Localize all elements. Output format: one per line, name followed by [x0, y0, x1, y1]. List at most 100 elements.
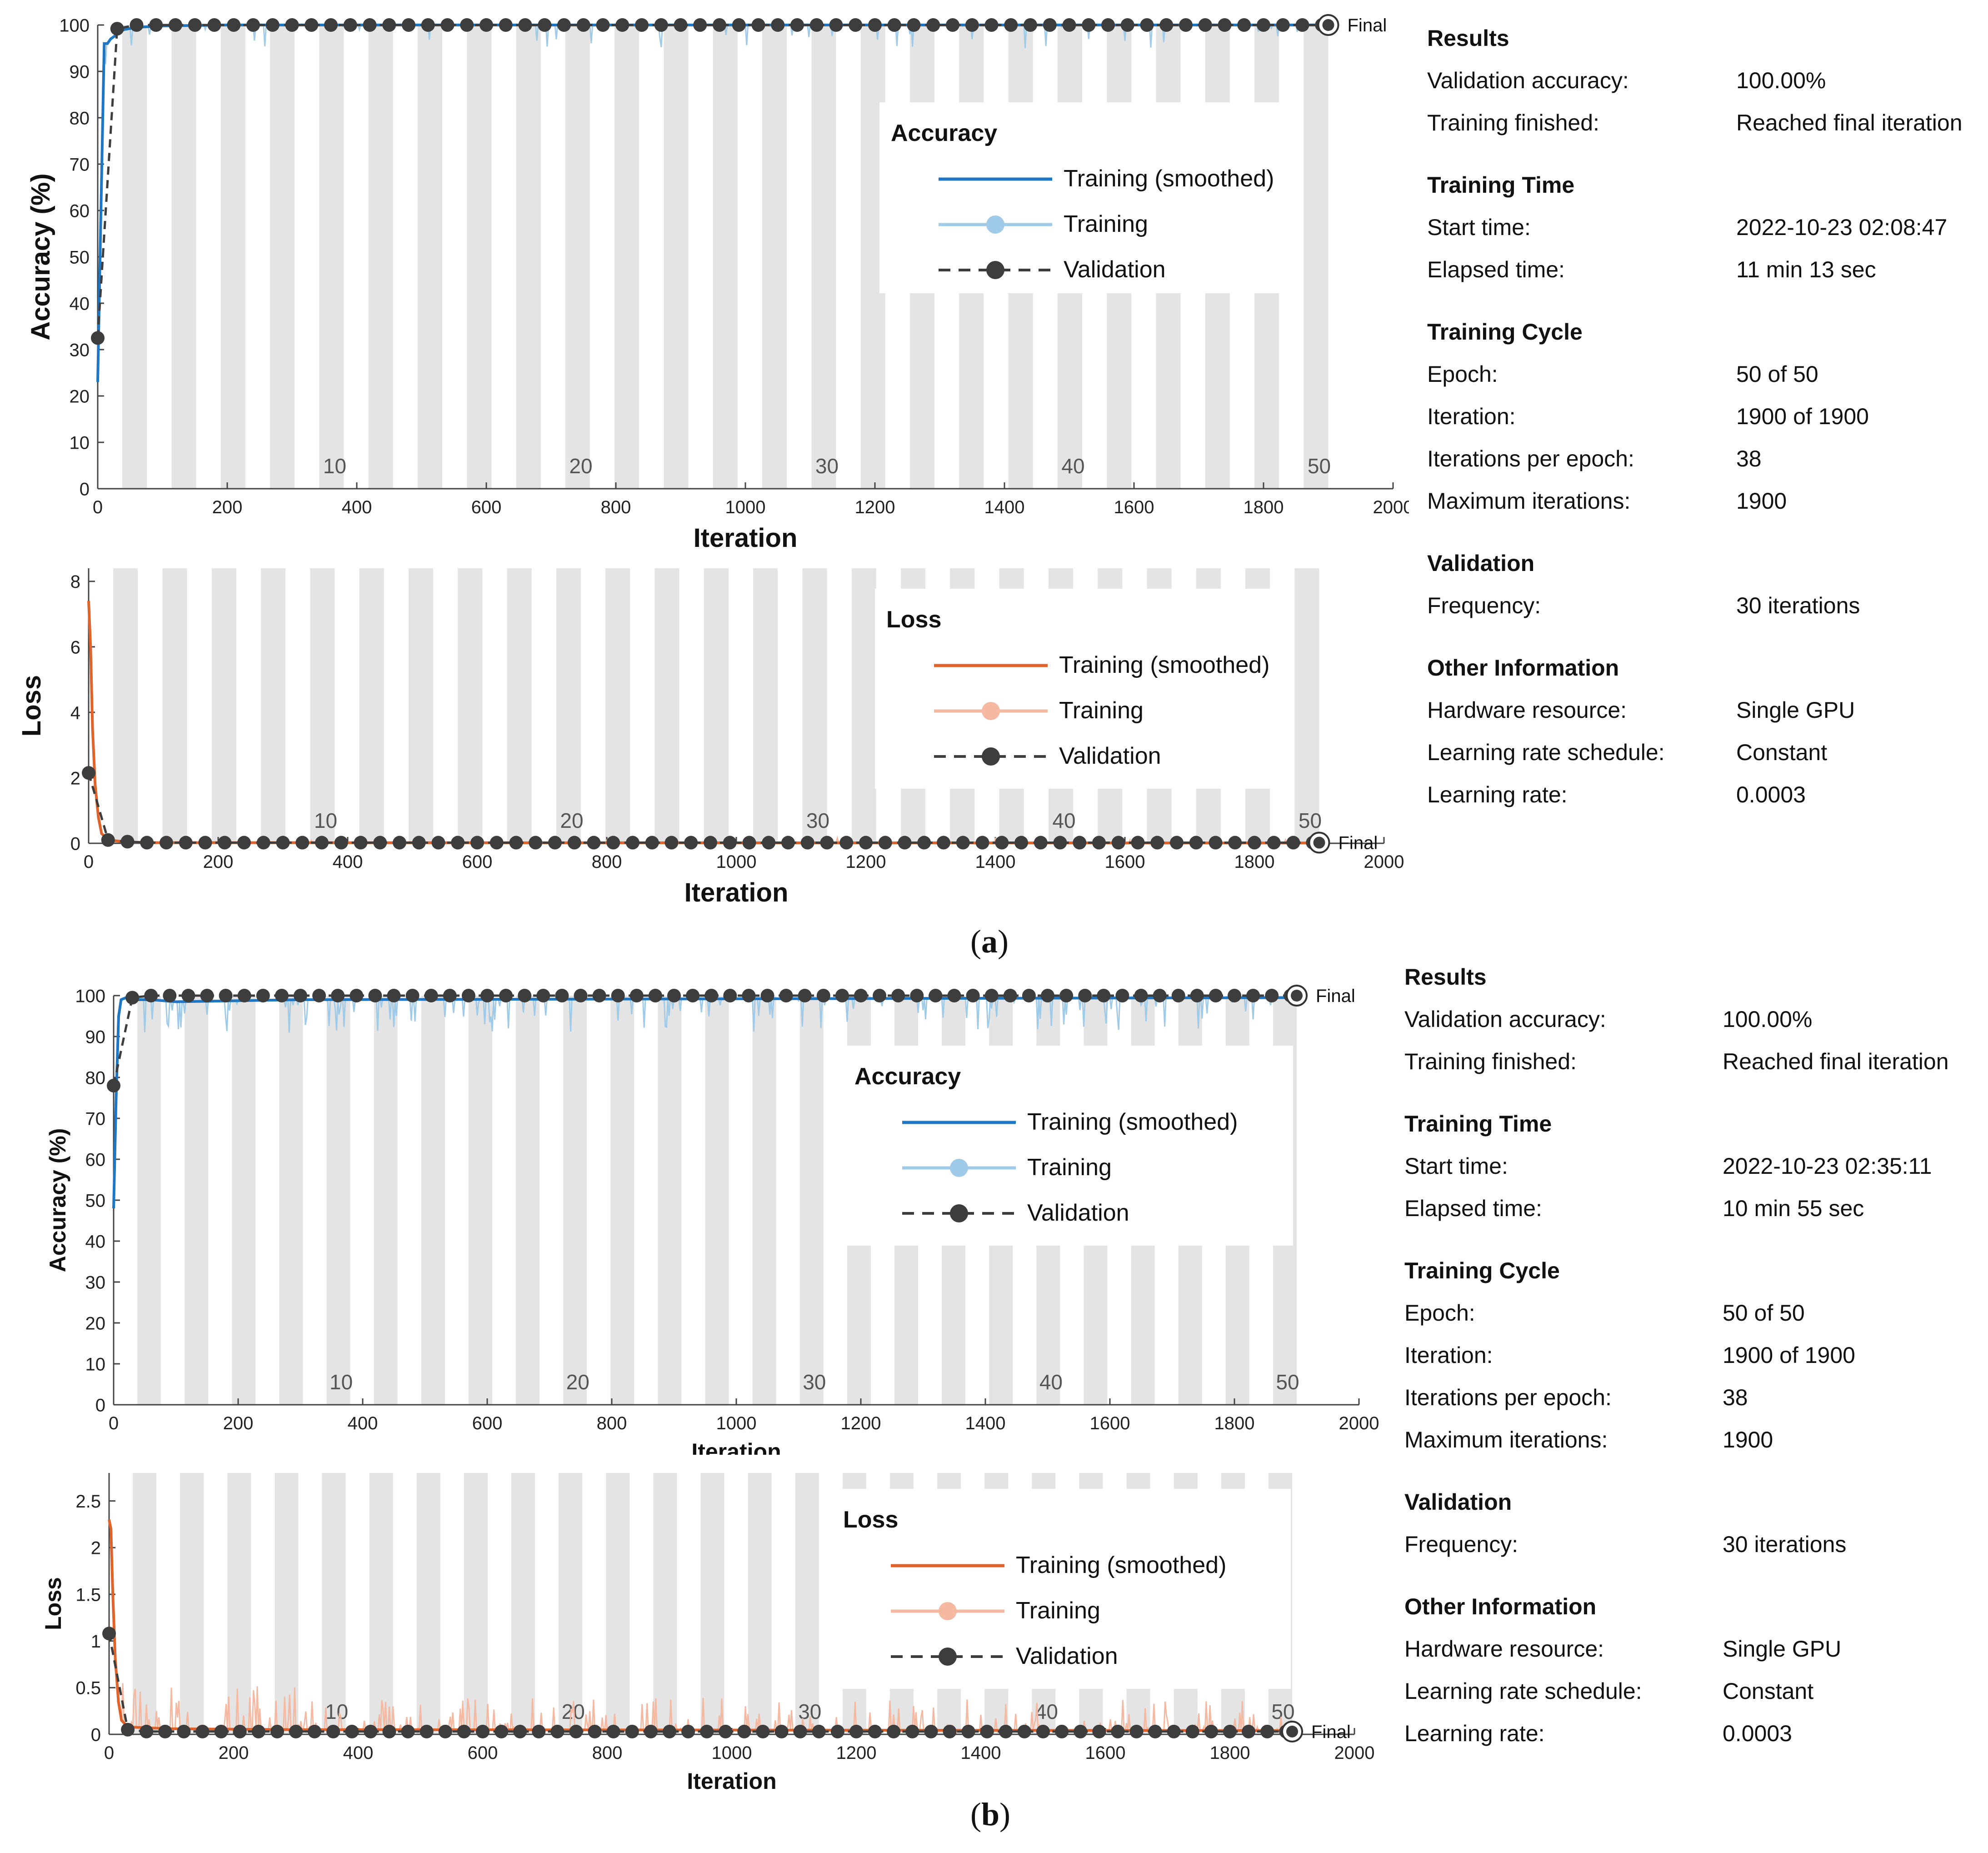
- epoch-band: [220, 25, 245, 489]
- validation-point: [910, 989, 924, 1002]
- validation-points: [91, 18, 1329, 345]
- validation-point: [343, 18, 357, 32]
- validation-point: [1204, 1724, 1218, 1738]
- validation-point: [513, 1724, 527, 1738]
- validation-point: [102, 1627, 116, 1641]
- validation-point: [704, 836, 717, 850]
- validation-point: [644, 1724, 658, 1738]
- validation-point: [1014, 836, 1028, 850]
- validation-point: [937, 836, 950, 850]
- info-section-title: Results: [1427, 25, 1509, 51]
- epoch-band: [705, 996, 729, 1405]
- validation-point: [364, 1724, 378, 1738]
- validation-point: [615, 18, 629, 32]
- y-tick-label: 0: [95, 1395, 105, 1415]
- epoch-band: [752, 996, 776, 1405]
- validation-point: [835, 989, 849, 1002]
- legend-box: [843, 1046, 1293, 1246]
- info-value: 30 iterations: [1736, 593, 1860, 618]
- validation-point: [495, 1724, 509, 1738]
- validation-point: [891, 989, 905, 1002]
- epoch-label: 50: [1276, 1370, 1299, 1394]
- x-tick-label: 600: [462, 852, 493, 872]
- validation-point: [975, 836, 989, 850]
- validation-point: [984, 989, 999, 1002]
- y-tick-label: 90: [85, 1027, 106, 1047]
- info-label: Maximum iterations:: [1404, 1427, 1608, 1452]
- validation-point: [1003, 989, 1017, 1002]
- validation-point: [518, 989, 532, 1002]
- validation-point: [926, 18, 940, 32]
- legend-title: Loss: [886, 606, 941, 633]
- validation-point: [1053, 836, 1067, 850]
- x-tick-label: 400: [343, 1743, 374, 1763]
- epoch-band: [748, 1473, 772, 1734]
- epoch-label: 10: [325, 1700, 348, 1723]
- validation-point: [873, 989, 887, 1002]
- info-label: Learning rate schedule:: [1404, 1678, 1642, 1704]
- legend-title: Loss: [843, 1507, 898, 1533]
- legend: Loss Training (smoothed) Training Validatio…: [832, 1489, 1291, 1689]
- validation-point: [684, 836, 698, 850]
- x-tick-label: 1000: [716, 1413, 757, 1433]
- epoch-label: 50: [1299, 809, 1322, 832]
- y-axis-label: Loss: [40, 1577, 66, 1630]
- info-value: Constant: [1736, 740, 1828, 765]
- training-info-a: Results Validation accuracy: 100.00% Traini…: [1427, 25, 1988, 843]
- validation-point: [980, 1724, 994, 1738]
- info-label: Start time:: [1427, 215, 1531, 240]
- epoch-label: 20: [560, 809, 583, 832]
- validation-point: [421, 18, 435, 32]
- validation-point: [820, 836, 834, 850]
- x-tick-label: 1600: [1105, 852, 1145, 872]
- validation-point: [275, 989, 289, 1002]
- loss-chart-a: 0 200 400 600 800 1000 1200 1400 1600 1800 2000 0 2 4…: [17, 568, 1404, 907]
- validation-point: [1036, 1724, 1050, 1738]
- validation-point: [966, 989, 980, 1002]
- validation-point: [1286, 836, 1300, 850]
- info-value: 38: [1723, 1385, 1748, 1410]
- validation-point: [1148, 1724, 1162, 1738]
- validation-point: [887, 18, 901, 32]
- epoch-band: [270, 25, 295, 489]
- validation-point: [140, 1724, 154, 1738]
- validation-point: [557, 18, 571, 32]
- info-label: Start time:: [1404, 1153, 1508, 1179]
- x-tick-label: 2000: [1339, 1413, 1379, 1433]
- info-value: 2022-10-23 02:08:47: [1736, 215, 1948, 240]
- validation-point: [569, 1724, 583, 1738]
- x-tick-label: 1800: [1214, 1413, 1255, 1433]
- validation-point: [251, 1724, 265, 1738]
- x-tick-label: 1800: [1244, 497, 1284, 517]
- validation-point: [1082, 18, 1096, 32]
- y-tick-label: 20: [85, 1313, 106, 1333]
- epoch-band: [416, 1473, 440, 1734]
- epoch-band: [279, 996, 303, 1405]
- legend-entry: Training: [1059, 697, 1144, 724]
- validation-point: [760, 989, 774, 1002]
- info-value: 0.0003: [1723, 1721, 1792, 1746]
- validation-point: [700, 1724, 714, 1738]
- validation-point: [227, 18, 241, 32]
- y-tick-label: 90: [70, 62, 90, 82]
- epoch-band: [369, 1473, 393, 1734]
- validation-point: [1062, 18, 1076, 32]
- validation-point: [532, 1724, 546, 1738]
- validation-point: [431, 836, 445, 850]
- x-tick-label: 1400: [984, 497, 1025, 517]
- validation-point: [849, 1724, 863, 1738]
- legend-entry: Validation: [1027, 1200, 1129, 1226]
- validation-point: [550, 1724, 564, 1738]
- validation-point: [1140, 18, 1154, 32]
- validation-point: [1228, 836, 1242, 850]
- info-section-title: Training Time: [1404, 1111, 1552, 1137]
- epoch-label: 20: [566, 1370, 589, 1394]
- validation-point: [270, 1724, 284, 1738]
- info-value: 2022-10-23 02:35:11: [1723, 1153, 1932, 1179]
- validation-point: [839, 836, 854, 850]
- validation-point: [107, 1079, 120, 1092]
- x-tick-label: 200: [223, 1413, 254, 1433]
- x-tick-label: 1400: [961, 1743, 1001, 1763]
- info-label: Elapsed time:: [1427, 257, 1565, 282]
- epoch-band: [133, 1473, 157, 1734]
